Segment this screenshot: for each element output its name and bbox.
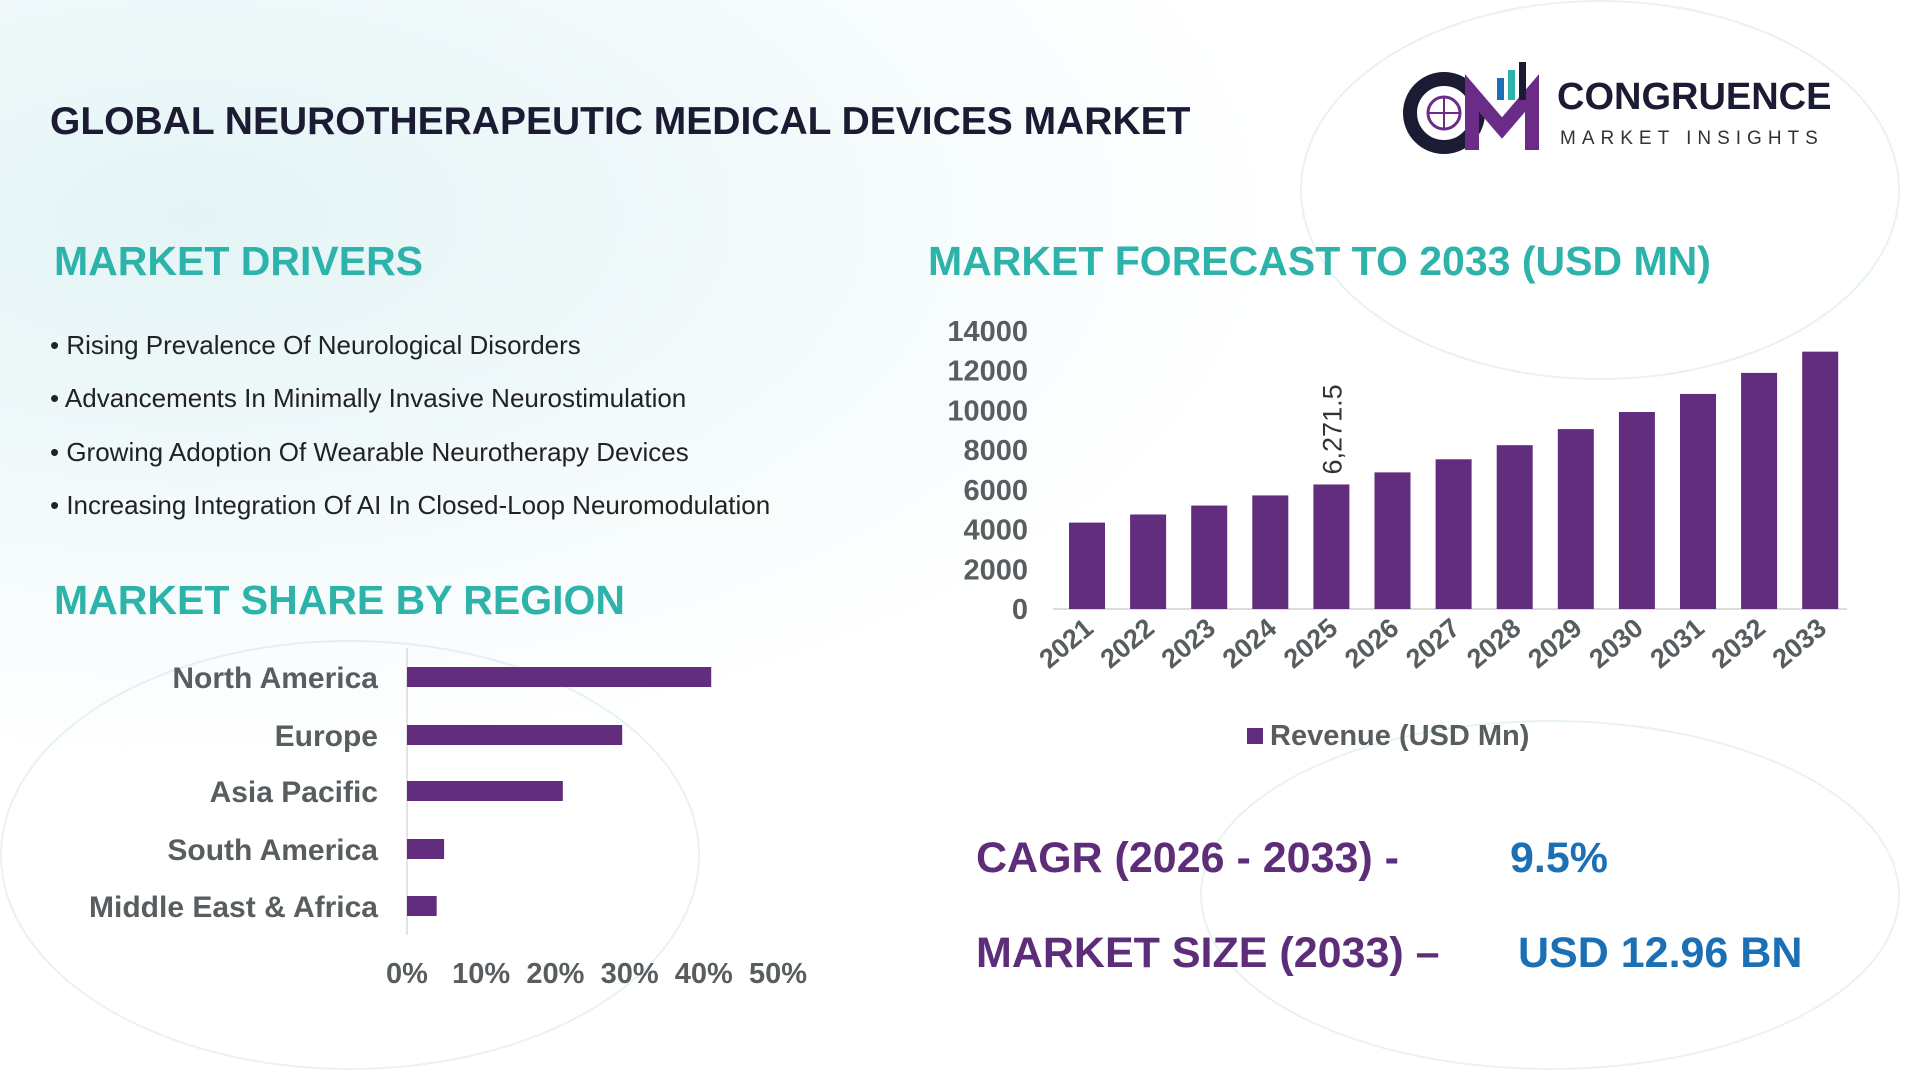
y-tick-label: 10000 <box>947 395 1028 427</box>
bar-2021 <box>1069 522 1105 609</box>
x-tick-label: 2028 <box>1461 613 1526 675</box>
bar-2023 <box>1191 505 1228 609</box>
market-size-label: MARKET SIZE (2033) – <box>976 929 1440 977</box>
bar-south-america <box>407 839 445 859</box>
bar-2033 <box>1802 351 1839 609</box>
x-tick-label: 2029 <box>1522 613 1587 675</box>
x-tick-label: 2033 <box>1767 613 1832 675</box>
x-tick-label: 2032 <box>1706 613 1771 675</box>
bar-2031 <box>1680 393 1716 609</box>
driver-item: • Increasing Integration Of AI In Closed… <box>50 490 771 520</box>
x-tick-label: 2031 <box>1645 613 1710 675</box>
data-label: 6,271.5 <box>1317 384 1347 474</box>
x-tick-label: 20% <box>526 958 584 990</box>
bar-2032 <box>1741 372 1778 609</box>
category-label: North America <box>172 662 378 695</box>
y-tick-label: 0 <box>1012 594 1028 626</box>
bar-north-america <box>407 667 712 687</box>
bar-2027 <box>1435 459 1472 609</box>
legend-label: Revenue (USD Mn) <box>1270 720 1529 752</box>
x-tick-label: 30% <box>601 958 659 990</box>
category-label: Asia Pacific <box>210 776 378 809</box>
x-tick-label: 2027 <box>1400 613 1465 675</box>
logo-tagline: MARKET INSIGHTS <box>1560 128 1824 149</box>
x-tick-label: 2022 <box>1095 613 1160 675</box>
category-label: Middle East & Africa <box>89 891 378 924</box>
background-wave <box>1300 0 1900 380</box>
bar-middle-east-africa <box>407 896 437 916</box>
page-title: GLOBAL NEUROTHERAPEUTIC MEDICAL DEVICES … <box>50 100 1191 143</box>
x-tick-label: 2024 <box>1217 613 1282 675</box>
x-tick-label: 10% <box>452 958 510 990</box>
region-heading: MARKET SHARE BY REGION <box>54 577 626 623</box>
category-label: South America <box>167 834 378 867</box>
forecast-heading: MARKET FORECAST TO 2033 (USD MN) <box>928 238 1711 284</box>
driver-item: • Rising Prevalence Of Neurological Diso… <box>50 330 581 360</box>
y-tick-label: 12000 <box>947 356 1028 388</box>
x-tick-label: 0% <box>386 958 428 990</box>
bar-2025 <box>1313 484 1350 609</box>
x-tick-label: 2030 <box>1583 613 1648 675</box>
y-tick-label: 4000 <box>963 515 1028 547</box>
market-size-value: USD 12.96 BN <box>1518 929 1803 977</box>
cagr-value: 9.5% <box>1510 834 1609 882</box>
cagr-label: CAGR (2026 - 2033) - <box>976 834 1399 882</box>
bar-2024 <box>1252 495 1289 609</box>
driver-item: • Advancements In Minimally Invasive Neu… <box>50 383 687 413</box>
logo-mark-icon <box>1403 62 1539 154</box>
x-tick-label: 2026 <box>1339 613 1404 675</box>
logo <box>1402 58 1552 158</box>
x-tick-label: 2025 <box>1278 613 1343 675</box>
x-tick-label: 50% <box>749 958 807 990</box>
bar-2028 <box>1496 445 1533 609</box>
y-tick-label: 2000 <box>963 554 1028 586</box>
bar-europe <box>407 725 623 745</box>
bar-2022 <box>1130 514 1167 609</box>
x-tick-label: 2023 <box>1156 613 1221 675</box>
background-wave <box>1200 720 1900 1070</box>
drivers-heading: MARKET DRIVERS <box>54 238 424 284</box>
x-tick-label: 40% <box>675 958 733 990</box>
background-wave <box>0 640 700 1070</box>
y-tick-label: 14000 <box>947 316 1028 348</box>
bar-2026 <box>1374 472 1411 609</box>
bar-2029 <box>1557 429 1594 609</box>
category-label: Europe <box>275 720 378 753</box>
bar-2030 <box>1618 412 1655 609</box>
logo-name: CONGRUENCE <box>1557 76 1832 118</box>
legend-swatch <box>1247 728 1263 744</box>
y-tick-label: 8000 <box>963 435 1028 467</box>
bar-asia-pacific <box>407 781 563 801</box>
x-tick-label: 2021 <box>1034 613 1099 675</box>
driver-item: • Growing Adoption Of Wearable Neurother… <box>50 437 689 467</box>
y-tick-label: 6000 <box>963 475 1028 507</box>
